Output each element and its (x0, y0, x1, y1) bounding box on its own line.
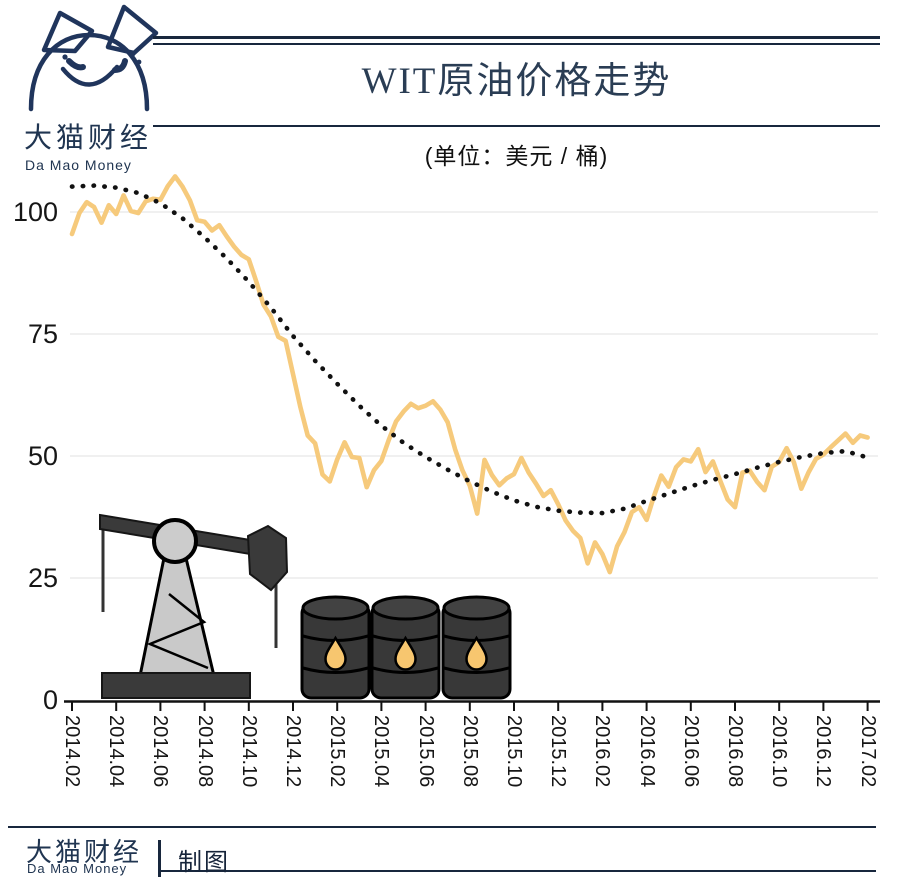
barrel-lid (442, 595, 511, 621)
footer-divider (158, 840, 161, 877)
y-axis-label: 25 (27, 563, 58, 593)
x-axis-label: 2016.12 (812, 715, 835, 788)
x-axis-label: 2015.12 (547, 715, 570, 788)
unit-label: (单位：美元 / 桶) (424, 143, 609, 169)
oil-drop-icon (324, 635, 347, 671)
brand-logo: 大猫财经 Da Mao Money (18, 4, 168, 173)
oil-barrel-icon (441, 595, 512, 700)
oil-barrel-icon (300, 595, 371, 700)
page-title: WIT原油价格走势 (361, 61, 672, 102)
price-line (69, 174, 870, 575)
brand-name-cn: 大猫财经 (24, 122, 153, 153)
barrel-band (443, 666, 510, 674)
x-axis-label: 2016.10 (768, 715, 791, 788)
footer-rule-top (8, 826, 876, 828)
x-axis-label: 2015.08 (458, 715, 481, 788)
footer-brand-en: Da Mao Money (27, 861, 128, 876)
cat-logo-icon (28, 4, 159, 112)
trend-line (69, 183, 870, 516)
x-axis-label: 2016.04 (635, 715, 658, 788)
barrel-band (302, 666, 369, 674)
x-axis-label: 2016.02 (591, 715, 614, 788)
x-axis-label: 2015.02 (326, 715, 349, 788)
title-rule-single (153, 125, 880, 127)
y-axis-label: 0 (42, 685, 58, 715)
x-axis-label: 2014.04 (105, 715, 128, 788)
x-axis-label: 2015.04 (370, 715, 393, 788)
x-axis-label: 2014.08 (193, 715, 216, 788)
barrel-lid (301, 595, 370, 621)
footer-rule-bottom (160, 870, 876, 872)
x-axis-label: 2015.10 (503, 715, 525, 788)
x-axis-label: 2014.12 (282, 715, 304, 788)
x-axis-label: 2014.10 (237, 715, 260, 788)
y-axis-label: 100 (12, 197, 58, 227)
x-axis-label: 2015.06 (414, 715, 437, 788)
oil-barrels-icon (300, 595, 512, 700)
y-axis-label: 75 (27, 319, 58, 349)
y-axis-label: 50 (27, 441, 58, 471)
oil-pump-jack-icon (99, 513, 289, 699)
footer-credit: 制图 (178, 849, 230, 876)
barrel-band (372, 666, 439, 674)
title-rule-double-top (153, 36, 880, 39)
x-axis-label: 2016.06 (679, 715, 702, 788)
x-axis-label: 2014.06 (149, 715, 172, 788)
x-axis-label: 2016.08 (724, 715, 746, 788)
title-rule-double-bottom (153, 43, 880, 45)
oil-drop-icon (394, 635, 417, 671)
x-axis-label: 2014.02 (61, 715, 83, 788)
oil-barrel-icon (370, 595, 441, 700)
footer-brand-cn: 大猫财经 (26, 837, 143, 867)
x-axis-label: 2017.02 (856, 715, 879, 788)
brand-name-en: Da Mao Money (25, 157, 132, 173)
oil-drop-icon (465, 635, 488, 671)
barrel-lid (371, 595, 440, 621)
